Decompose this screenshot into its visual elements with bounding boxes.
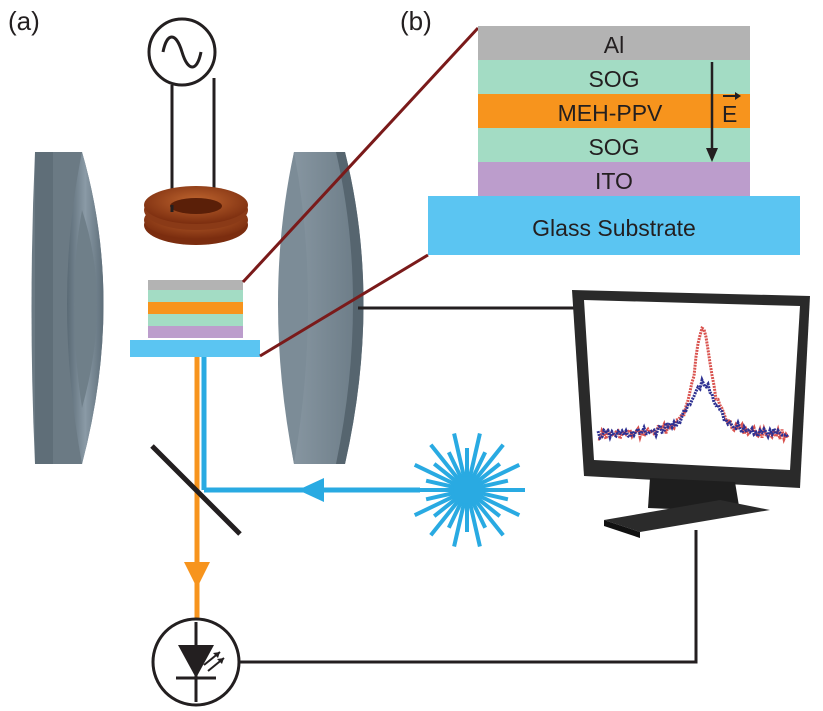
sample-substrate [130, 340, 260, 357]
photodiode-icon [151, 617, 241, 707]
glass-substrate [428, 196, 800, 255]
beam-splitter-icon [150, 444, 242, 536]
spectrum-plot [596, 325, 790, 444]
layer-sog-top [478, 60, 750, 94]
laser-arrowhead [298, 478, 324, 502]
sample-layer-al [148, 280, 243, 290]
spectrum-trace [596, 375, 790, 442]
layer-meh-ppv [478, 94, 750, 128]
layer-label: MEH-PPV [558, 100, 663, 126]
field-label: E [722, 101, 737, 127]
layer-sog-bottom [478, 128, 750, 162]
zoom-line-bottom [259, 253, 429, 358]
substrate-label: Glass Substrate [532, 215, 696, 241]
layer-stack-panel: Al SOG MEH-PPV SOG ITO Glass Substrate E [428, 26, 800, 255]
right-magnet-pole [278, 152, 364, 464]
layer-ito [478, 162, 750, 196]
layer-al [478, 26, 750, 60]
field-arrowhead [706, 148, 718, 162]
detector-wire [239, 530, 698, 664]
sample-layer-meh-ppv [148, 302, 243, 314]
panel-a-label: (a) [8, 6, 40, 36]
field-vector-head [735, 92, 741, 100]
laser-starburst-icon [409, 433, 525, 547]
sample-layer-sog [148, 290, 243, 302]
coil-icon [144, 186, 248, 245]
emission-arrowhead [184, 562, 210, 588]
zoom-line-top [241, 26, 480, 284]
left-magnet-pole [31, 152, 104, 464]
sample-layer-sog [148, 314, 243, 326]
sample-layer-ito [148, 326, 243, 338]
sample-stack [130, 280, 260, 357]
emission-beam [184, 357, 210, 650]
spectrum-trace [597, 325, 790, 444]
panel-b-label: (b) [400, 6, 432, 36]
layer-label: SOG [588, 66, 639, 92]
layer-label: SOG [588, 134, 639, 160]
laser-beam [201, 357, 420, 502]
layer-label: Al [604, 32, 624, 58]
laser-core [453, 476, 481, 504]
ac-source-icon [147, 17, 217, 210]
layer-label: ITO [595, 168, 633, 194]
monitor-icon [572, 290, 810, 538]
